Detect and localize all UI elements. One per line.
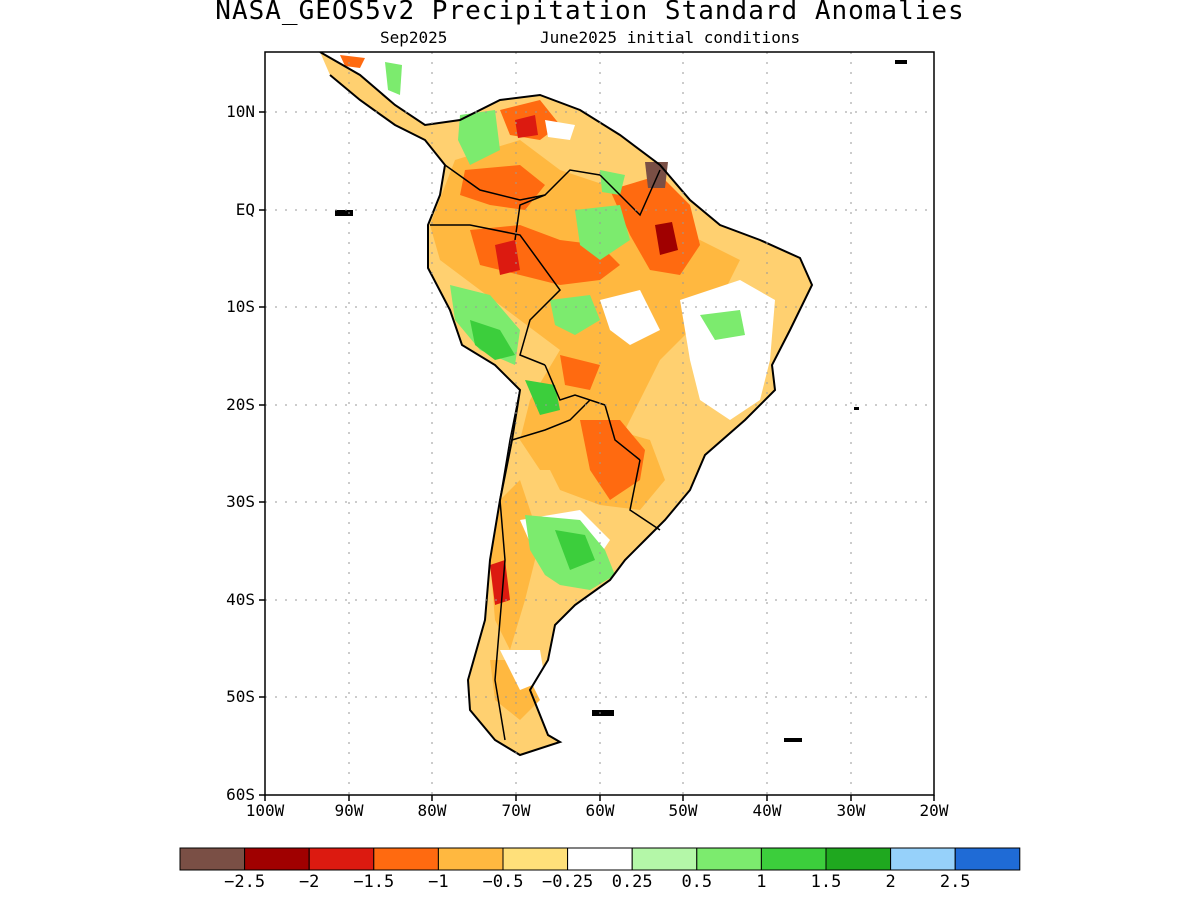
initial-conditions: June2025 initial conditions (540, 28, 801, 47)
anomaly-extreme-region (645, 162, 668, 188)
lat-label: 40S (226, 590, 255, 609)
legend-swatch (696, 847, 762, 871)
lon-label: 100W (245, 801, 285, 820)
legend-label: 1 (756, 872, 767, 892)
anomaly-green-region (700, 310, 745, 340)
anomaly-red-region (495, 240, 520, 275)
anomaly-deep-orange-region (580, 420, 645, 500)
anomaly-green-region (470, 320, 515, 360)
lat-label: 20S (226, 395, 255, 414)
legend-swatch (631, 847, 698, 871)
legend-label: 2.5 (939, 872, 971, 892)
legend-swatch (890, 847, 956, 871)
legend-label: −0.5 (482, 872, 524, 892)
legend-label: 2 (885, 872, 896, 892)
lat-label: 10S (226, 297, 255, 316)
anomaly-green-region (458, 110, 500, 165)
lat-label: 30S (226, 492, 255, 511)
legend-label: 0.5 (681, 872, 713, 892)
legend-label: −2.5 (224, 872, 266, 892)
lat-label: 60S (226, 785, 255, 804)
lon-label: 40W (752, 801, 782, 820)
lat-label: 50S (226, 687, 255, 706)
anomaly-red-region (490, 560, 510, 605)
country-borders (430, 164, 661, 741)
coastline (319, 52, 814, 757)
lon-label: 70W (501, 801, 531, 820)
islands (335, 60, 907, 742)
legend-label: 0.25 (611, 872, 653, 892)
legend-swatch (308, 847, 375, 871)
anomaly-deep-orange-region (560, 355, 600, 390)
lon-label: 90W (334, 801, 364, 820)
anomaly-neutral-region (545, 120, 575, 140)
anomaly-green-region (555, 530, 595, 570)
legend-label: −1 (428, 872, 449, 892)
anomaly-green-region (525, 380, 560, 415)
legend-swatch (437, 847, 504, 871)
legend-swatch (502, 847, 569, 871)
anomaly-green-region (385, 62, 402, 95)
legend-swatch (760, 847, 827, 871)
anomaly-green-region (575, 205, 630, 260)
lon-label: 50W (668, 801, 698, 820)
legend-label: −2 (298, 872, 320, 892)
anomaly-dark-red-region (655, 222, 678, 255)
lat-label: 10N (226, 102, 255, 121)
lon-label: 60W (585, 801, 615, 820)
color-legend (179, 847, 1021, 871)
anomaly-deep-orange-region (340, 55, 365, 68)
lon-label: 20W (919, 801, 949, 820)
legend-swatch (567, 847, 633, 871)
graticule (265, 52, 934, 795)
axis-ticks (259, 111, 935, 801)
anomaly-green-region (600, 170, 625, 195)
lat-label: EQ (235, 200, 255, 219)
lon-label: 80W (417, 801, 447, 820)
anomaly-green-region (550, 295, 600, 335)
legend-swatch (179, 847, 246, 871)
anomaly-neutral-region (500, 650, 545, 690)
map-title: NASA_GEOS5v2 Precipitation Standard Anom… (215, 0, 965, 26)
legend-label: −1.5 (353, 872, 395, 892)
anomaly-red-region (515, 115, 538, 138)
legend-label: 1.5 (810, 872, 842, 892)
anomaly-field (320, 52, 812, 755)
anomaly-neutral-region (600, 290, 660, 345)
legend-label: −0.25 (542, 872, 594, 892)
legend-swatch (825, 847, 892, 871)
legend-swatch (954, 847, 1021, 871)
legend-swatch (373, 847, 439, 871)
lon-label: 30W (836, 801, 866, 820)
forecast-month: Sep2025 (380, 28, 448, 47)
legend-swatch (244, 847, 310, 871)
